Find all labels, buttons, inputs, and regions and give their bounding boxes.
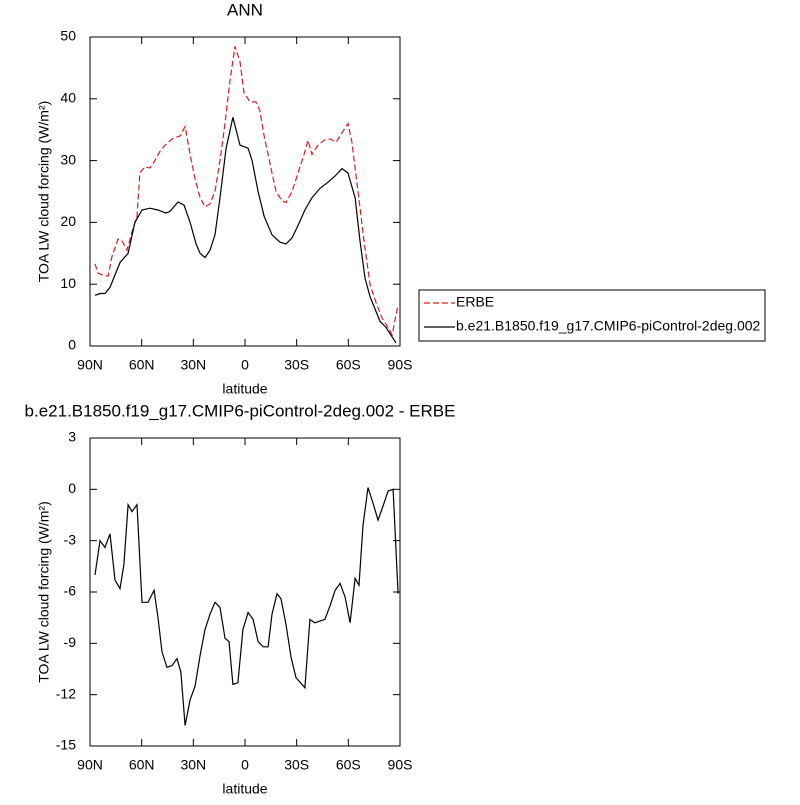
y-tick-label: -12 <box>56 685 76 701</box>
legend-box <box>418 289 766 342</box>
x-axis-label: latitude <box>222 781 267 797</box>
legend-label: b.e21.B1850.f19_g17.CMIP6-piControl-2deg… <box>456 318 761 334</box>
x-tick-label: 60S <box>336 757 361 773</box>
x-tick-label: 90N <box>77 757 103 773</box>
y-tick-label: -15 <box>56 737 76 753</box>
x-tick-label: 90S <box>388 757 413 773</box>
x-tick-label: 60S <box>336 357 361 373</box>
y-tick-label: 0 <box>68 337 76 353</box>
y-axis-label: TOA LW cloud forcing (W/m²) <box>36 101 52 283</box>
y-tick-label: -9 <box>64 634 77 650</box>
x-tick-label: 30N <box>180 757 206 773</box>
data-line <box>94 46 399 337</box>
y-tick-label: 3 <box>68 429 76 445</box>
chart-title: b.e21.B1850.f19_g17.CMIP6-piControl-2deg… <box>25 401 456 420</box>
y-tick-label: 30 <box>60 151 76 167</box>
y-tick-label: -3 <box>64 531 77 547</box>
data-line <box>94 117 397 344</box>
y-axis-label: TOA LW cloud forcing (W/m²) <box>36 501 52 683</box>
y-tick-label: -6 <box>64 583 77 599</box>
x-tick-label: 30N <box>180 357 206 373</box>
x-axis-label: latitude <box>222 381 267 397</box>
x-tick-label: 0 <box>241 757 249 773</box>
legend-label: ERBE <box>456 294 494 310</box>
chart-title: ANN <box>227 0 263 19</box>
x-tick-label: 30S <box>284 757 309 773</box>
x-tick-label: 60N <box>129 357 155 373</box>
x-tick-label: 30S <box>284 357 309 373</box>
y-tick-label: 20 <box>60 213 76 229</box>
x-tick-label: 60N <box>129 757 155 773</box>
x-tick-label: 90S <box>388 357 413 373</box>
y-tick-label: 40 <box>60 90 76 106</box>
y-tick-label: 10 <box>60 275 76 291</box>
data-line <box>94 487 399 726</box>
x-tick-label: 0 <box>241 357 249 373</box>
y-tick-label: 0 <box>68 480 76 496</box>
x-tick-label: 90N <box>77 357 103 373</box>
y-tick-label: 50 <box>60 28 76 44</box>
